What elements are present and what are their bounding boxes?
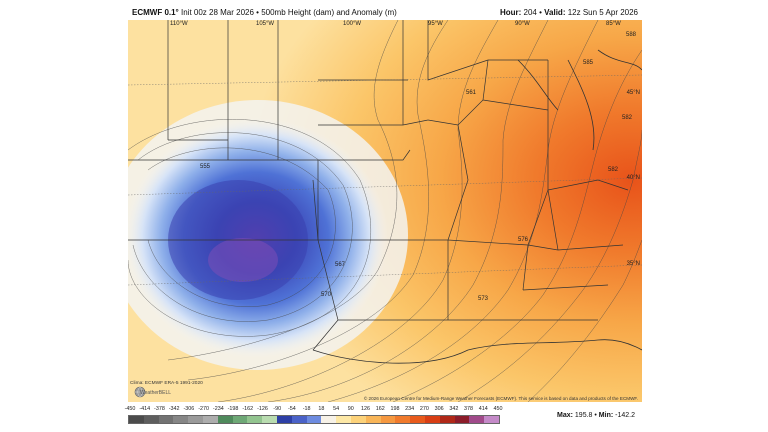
colorbar-tick-label: -126 <box>257 406 268 412</box>
colorbar-tick-label: 162 <box>375 406 385 412</box>
contour-label: 570 <box>321 292 332 298</box>
height-contours <box>128 20 642 402</box>
colorbar-swatch <box>454 416 470 423</box>
colorbar-tick-label: -306 <box>183 406 195 412</box>
lon-label: 95°W <box>428 21 443 27</box>
lat-label: 45°N <box>626 90 640 96</box>
colorbar-swatch <box>380 416 396 423</box>
header-left: ECMWF 0.1° Init 00z 28 Mar 2026 • 500mb … <box>132 8 397 17</box>
colorbar-swatch <box>129 416 144 423</box>
model-name: ECMWF 0.1° <box>132 8 179 17</box>
colorbar-tick-label: -198 <box>227 406 239 412</box>
colorbar-swatch <box>469 416 485 423</box>
contour-label: 561 <box>466 90 477 96</box>
colorbar-swatches <box>128 415 500 424</box>
map-header: ECMWF 0.1° Init 00z 28 Mar 2026 • 500mb … <box>128 6 642 20</box>
lon-label: 100°W <box>343 21 362 27</box>
lon-label: 85°W <box>606 21 621 27</box>
colorbar-tick-label: 342 <box>449 406 459 412</box>
colorbar-swatch <box>158 416 174 423</box>
lat-label: 35°N <box>626 261 640 267</box>
globe-icon <box>134 386 146 398</box>
colorbar-tick-label: -54 <box>288 406 296 412</box>
lat-label: 40°N <box>626 175 640 181</box>
colorbar-tick-label: -18 <box>302 406 311 412</box>
colorbar-swatch <box>291 416 307 423</box>
colorbar-tick-label: -270 <box>198 406 209 412</box>
colorbar-tick-label: 198 <box>390 406 400 412</box>
colorbar-tick-label: -90 <box>273 406 282 412</box>
colorbar-tick-label: -162 <box>242 406 254 412</box>
colorbar-swatch <box>143 416 159 423</box>
header-right: Hour: 204 • Valid: 12z Sun 5 Apr 2026 <box>499 8 638 17</box>
colorbar-swatch <box>395 416 411 423</box>
colorbar-swatch <box>202 416 218 423</box>
weather-map: 110°W 105°W 100°W 95°W 90°W 85°W 45°N 40… <box>128 20 642 402</box>
valid-value: 12z Sun 5 Apr 2026 <box>567 8 638 17</box>
colorbar-swatch <box>262 416 277 423</box>
colorbar-swatch <box>173 416 189 423</box>
colorbar-swatch <box>424 416 440 423</box>
contour-label: 555 <box>200 164 211 170</box>
colorbar-swatch <box>336 416 351 423</box>
min-value: -142.2 <box>615 412 635 419</box>
colorbar-tick-label: 18 <box>318 406 325 412</box>
contour-label: 582 <box>608 167 619 173</box>
lon-label: 105°W <box>256 21 275 27</box>
colorbar-tick-label: 378 <box>464 406 474 412</box>
map-svg <box>128 20 642 402</box>
colorbar-tick-label: 414 <box>478 406 488 412</box>
colorbar-swatch <box>217 416 233 423</box>
colorbar-swatch <box>247 416 263 423</box>
colorbar-swatch <box>365 416 381 423</box>
cold-center <box>208 238 278 282</box>
colorbar-swatch <box>276 416 292 423</box>
colorbar-swatch <box>232 416 248 423</box>
max-label: Max: <box>557 412 573 419</box>
contour-label: 573 <box>478 296 489 302</box>
copyright-text: © 2026 European Centre for Medium-Range … <box>363 396 638 401</box>
max-value: 195.8 <box>574 412 593 419</box>
coastlines <box>312 49 642 364</box>
colorbar-tick-label: 306 <box>434 406 444 412</box>
weatherbell-logo: WeatherBELL <box>132 386 176 398</box>
colorbar-tick-label: 234 <box>405 406 415 412</box>
colorbar-tick-label: -414 <box>139 406 151 412</box>
valid-label: Valid: <box>544 8 566 17</box>
colorbar-tick-label: -378 <box>154 406 165 412</box>
product-name: 500mb Height (dam) and Anomaly (m) <box>261 8 397 17</box>
colorbar-tick-label: 126 <box>361 406 371 412</box>
min-label: Min: <box>598 412 614 419</box>
contour-label: 582 <box>622 115 633 121</box>
colorbar-tick-label: 450 <box>493 406 503 412</box>
lon-label: 110°W <box>170 21 188 27</box>
climatology-note: Clima: ECMWF ERA-5 1991-2020 <box>130 381 203 386</box>
colorbar-tick-label: 54 <box>333 406 340 412</box>
contour-label: 588 <box>626 32 637 38</box>
colorbar-ticks: -450 -414 -378 -342 -306 -270 -234 -198 -162 -126… <box>124 406 503 414</box>
colorbar-tick-label: 270 <box>419 406 429 412</box>
colorbar-swatch <box>188 416 203 423</box>
colorbar-swatch <box>350 416 366 423</box>
contour-label: 567 <box>335 262 346 268</box>
colorbar-swatch <box>321 416 337 423</box>
colorbar-swatch <box>484 416 499 423</box>
lon-label: 90°W <box>515 21 530 27</box>
max-min-readout: Max: 195.8 • Min: -142.2 <box>557 412 635 419</box>
colorbar-swatch <box>410 416 425 423</box>
colorbar-swatch <box>306 416 322 423</box>
init-time: Init 00z 28 Mar 2026 <box>181 8 254 17</box>
contour-label: 576 <box>518 237 529 243</box>
colorbar-tick-label: -234 <box>212 406 224 412</box>
colorbar-swatch <box>439 416 455 423</box>
hour-label: Hour: <box>499 8 522 17</box>
hour-value: 204 <box>523 8 537 17</box>
colorbar-tick-label: -450 <box>124 406 136 412</box>
colorbar-tick-label: -342 <box>168 406 180 412</box>
logo-text: WeatherBELL <box>140 390 172 396</box>
contour-label: 585 <box>583 60 594 66</box>
colorbar-tick-label: 90 <box>347 406 354 412</box>
